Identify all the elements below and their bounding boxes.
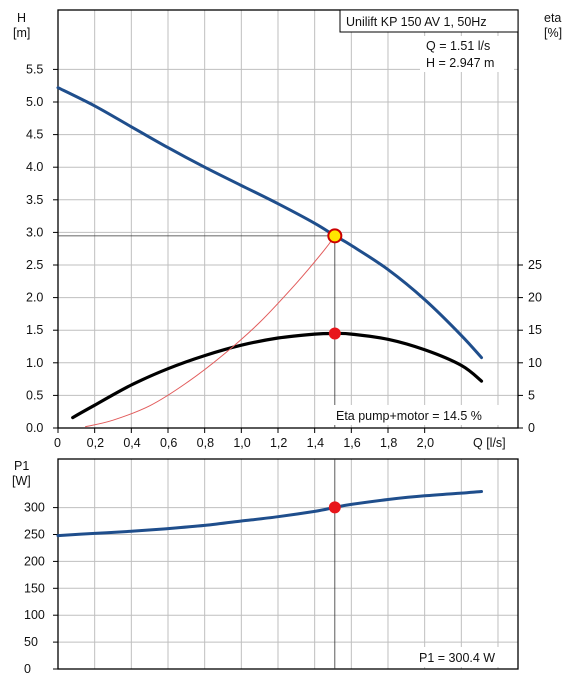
x-tick-label: 0,4 <box>123 436 140 450</box>
p1-point-marker <box>328 501 341 514</box>
h-tick-label: 5.0 <box>26 95 43 109</box>
h-readout: H = 2.947 m <box>426 56 494 70</box>
p1-tick-label: 300 <box>24 501 45 515</box>
chart-title: Unilift KP 150 AV 1, 50Hz <box>346 15 487 29</box>
p1-tick-label: 50 <box>24 635 38 649</box>
eta-tick-label: 15 <box>528 323 542 337</box>
eta-helper-curve <box>85 235 336 428</box>
x-tick-label: 0,6 <box>160 436 177 450</box>
eta-curve <box>71 331 484 420</box>
h-tick-label: 4.0 <box>26 160 43 174</box>
p1-tick-label: 100 <box>24 608 45 622</box>
operating-point-marker <box>327 228 343 244</box>
x-tick-label: 1,6 <box>343 436 360 450</box>
x-tick-label: 0,2 <box>87 436 104 450</box>
x-tick-label: 0 <box>54 436 61 450</box>
x-tick-label: 1,4 <box>307 436 324 450</box>
title-box <box>339 9 519 33</box>
x-tick-label: 0,8 <box>197 436 214 450</box>
p1-readout: P1 = 300.4 W <box>419 651 495 665</box>
eta-readout-bg <box>332 405 516 425</box>
h-axis-unit: [m] <box>13 26 30 40</box>
eta-axis-label: eta <box>544 11 561 25</box>
p1-tick-label: 150 <box>24 581 45 595</box>
h-tick-label: 5.5 <box>26 62 43 76</box>
tick-labels: 0 0,2 0,4 0,6 0,8 1,0 1,2 1,4 1,6 1,8 2,0 0.0 0.5 1.0… <box>24 62 542 676</box>
eta-tick-label: 20 <box>528 291 542 305</box>
operating-readout-bg <box>420 36 514 72</box>
p1-curve <box>56 490 483 538</box>
h-axis-label: H <box>17 11 26 25</box>
q-readout: Q = 1.51 l/s <box>426 39 490 53</box>
h-tick-label: 2.5 <box>26 258 43 272</box>
h-tick-label: 3.5 <box>26 193 43 207</box>
eta-tick-label: 5 <box>528 388 535 402</box>
eta-tick-label: 0 <box>528 421 535 435</box>
h-tick-label: 0.5 <box>26 388 43 402</box>
head-curve <box>56 86 483 360</box>
p1-axis-label: P1 <box>14 459 29 473</box>
bottom-plot-frame <box>57 458 519 670</box>
bottom-grid <box>58 459 518 669</box>
x-axis-label: Q [l/s] <box>473 436 506 450</box>
eta-tick-label: 25 <box>528 258 542 272</box>
curves <box>56 86 484 538</box>
x-tick-label: 1,8 <box>380 436 397 450</box>
x-tick-label: 1,0 <box>233 436 250 450</box>
eta-tick-label: 10 <box>528 356 542 370</box>
h-tick-label: 3.0 <box>26 225 43 239</box>
h-tick-label: 1.5 <box>26 323 43 337</box>
p1-axis-unit: [W] <box>12 474 31 488</box>
top-plot-frame <box>57 9 519 429</box>
eta-readout: Eta pump+motor = 14.5 % <box>336 409 482 423</box>
h-tick-label: 2.0 <box>26 291 43 305</box>
x-tick-label: 1,2 <box>270 436 287 450</box>
operating-point-guides <box>58 235 336 669</box>
p1-readout-bg <box>415 647 515 667</box>
markers <box>327 228 343 514</box>
eta-axis-unit: [%] <box>544 26 562 40</box>
p1-tick-label: 200 <box>24 554 45 568</box>
p1-tick-label: 250 <box>24 528 45 542</box>
h-tick-label: 4.5 <box>26 128 43 142</box>
x-tick-label: 2,0 <box>417 436 434 450</box>
h-tick-label: 1.0 <box>26 356 43 370</box>
top-grid <box>58 10 518 428</box>
eta-point-marker <box>328 327 341 340</box>
h-tick-label: 0.0 <box>26 421 43 435</box>
p1-tick-label: 0 <box>24 662 31 676</box>
